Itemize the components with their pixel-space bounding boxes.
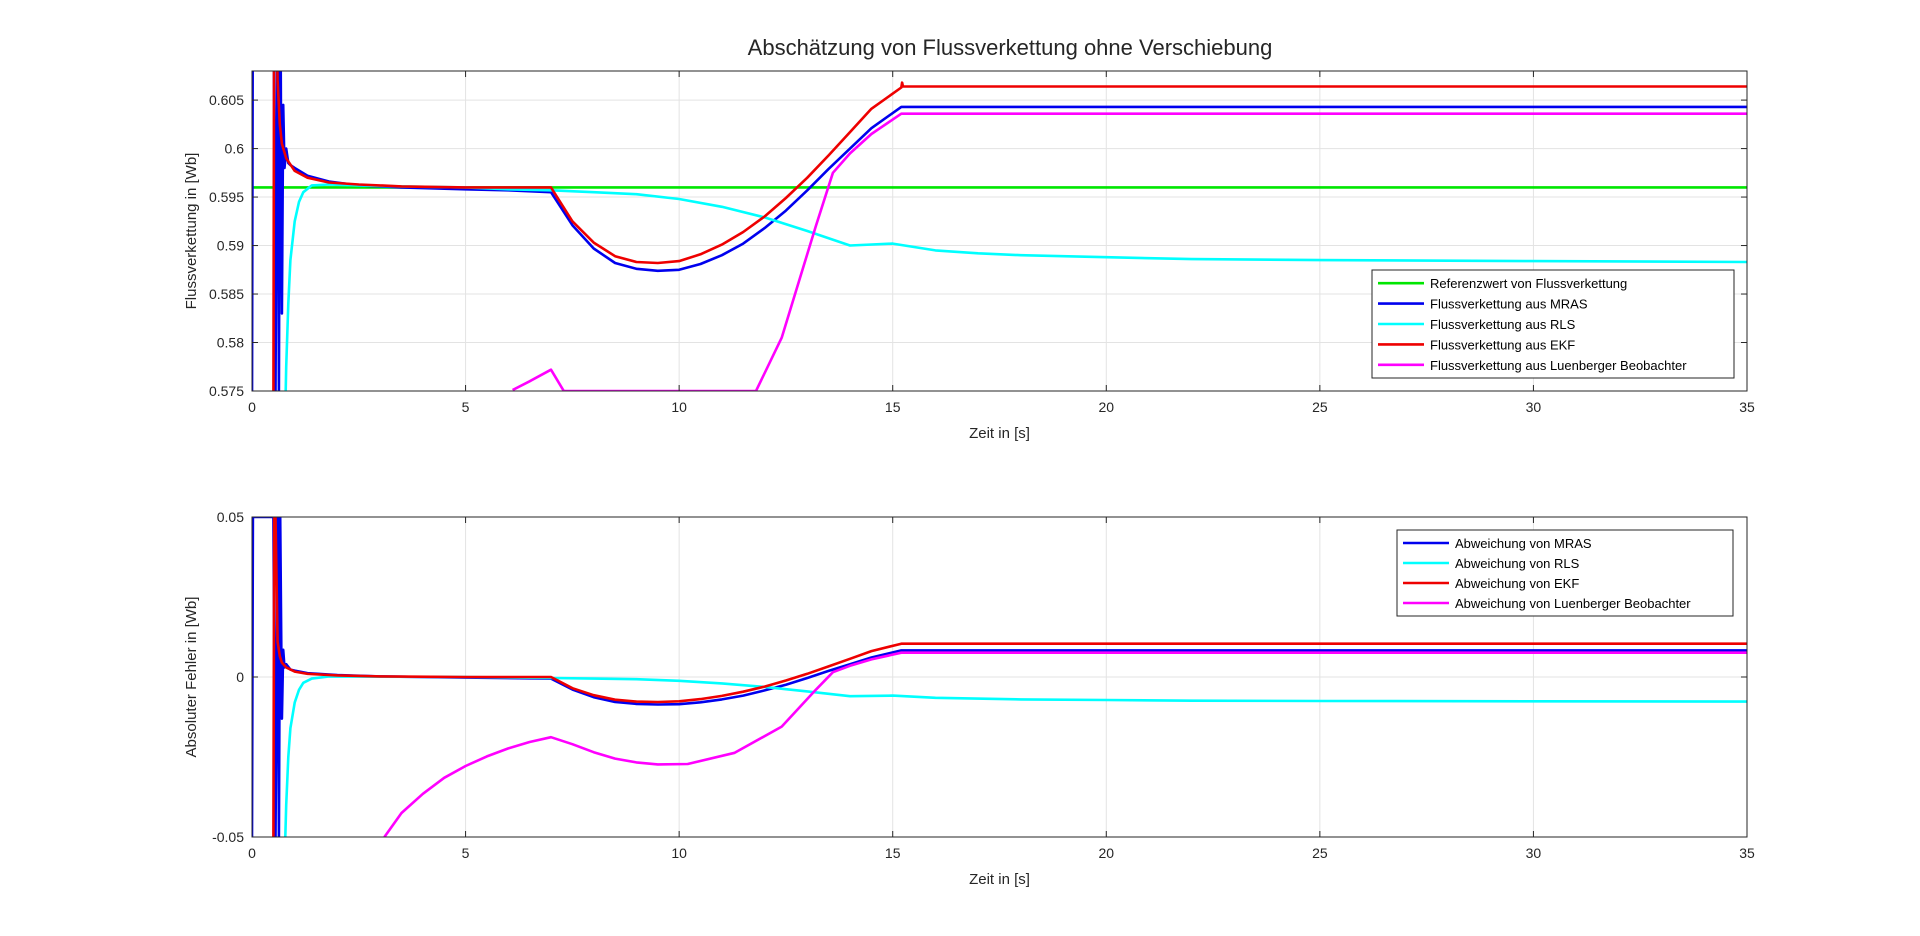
y-tick-label: 0.6 — [225, 141, 245, 157]
flux-series-line-5 — [512, 112, 1747, 391]
legend-label: Flussverkettung aus MRAS — [1430, 297, 1588, 312]
legend-label: Abweichung von MRAS — [1455, 536, 1592, 551]
y-tick-label: 0.605 — [209, 92, 244, 108]
legend-label: Referenzwert von Flussverkettung — [1430, 276, 1627, 291]
y-tick-label: 0 — [236, 669, 244, 685]
x-tick-label: 5 — [462, 399, 470, 415]
x-tick-label: 35 — [1739, 845, 1755, 861]
flux-series-line-3 — [284, 183, 1747, 391]
x-tick-label: 25 — [1312, 399, 1328, 415]
x-tick-label: 10 — [671, 845, 687, 861]
x-tick-label: 30 — [1526, 399, 1542, 415]
legend-label: Abweichung von Luenberger Beobachter — [1455, 596, 1691, 611]
x-tick-label: 35 — [1739, 399, 1755, 415]
y-axis-label: Absoluter Fehler in [Wb] — [183, 597, 200, 758]
legend: Referenzwert von Flussverkettung Flussver… — [1371, 269, 1735, 379]
legend-label: Abweichung von EKF — [1455, 576, 1579, 591]
x-tick-label: 15 — [885, 399, 901, 415]
y-tick-label: 0.05 — [217, 509, 244, 525]
x-tick-label: 20 — [1098, 399, 1114, 415]
legend-label: Flussverkettung aus RLS — [1430, 317, 1576, 332]
y-tick-label: -0.05 — [212, 829, 244, 845]
x-tick-label: 30 — [1526, 845, 1542, 861]
legend-box — [1371, 269, 1735, 379]
error-series-line-4 — [383, 651, 1747, 837]
x-tick-label: 5 — [462, 845, 470, 861]
x-tick-label: 0 — [248, 399, 256, 415]
x-tick-label: 15 — [885, 845, 901, 861]
legend-box — [1396, 529, 1734, 617]
x-tick-label: 20 — [1098, 845, 1114, 861]
legend-label: Abweichung von RLS — [1455, 556, 1580, 571]
y-axis-label: Flussverkettung in [Wb] — [183, 153, 200, 310]
legend-label: Flussverkettung aus Luenberger Beobachte… — [1430, 358, 1687, 373]
x-tick-label: 10 — [671, 399, 687, 415]
y-tick-label: 0.585 — [209, 286, 244, 302]
y-tick-label: 0.59 — [217, 238, 244, 254]
x-tick-label: 0 — [248, 845, 256, 861]
axes-box — [251, 70, 1748, 392]
legend-label: Flussverkettung aus EKF — [1430, 337, 1575, 352]
y-tick-label: 0.575 — [209, 383, 244, 399]
error-series-line-3 — [272, 517, 1747, 837]
legend: Abweichung von MRAS Abweichung von RLS Abw… — [1396, 529, 1734, 617]
y-tick-label: 0.58 — [217, 335, 244, 351]
x-tick-label: 25 — [1312, 845, 1328, 861]
y-tick-label: 0.595 — [209, 189, 244, 205]
plot-1: 0 5 10 15 20 25 30 35 0.575 0.58 0.585 0.59 0.595 0.6… — [183, 70, 1755, 442]
error-series-line-2 — [284, 675, 1747, 837]
x-axis-label: Zeit in [s] — [969, 425, 1030, 442]
flux-series-line-4 — [272, 71, 1747, 391]
x-axis-label: Zeit in [s] — [969, 871, 1030, 888]
figure-title: Abschätzung von Flussverkettung ohne Ver… — [748, 35, 1273, 60]
plots: 0 5 10 15 20 25 30 35 0.575 0.58 0.585 0.59 0.595 0.6… — [183, 70, 1755, 888]
